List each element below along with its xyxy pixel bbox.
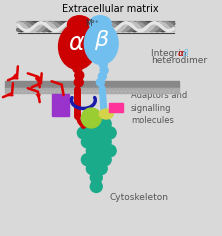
Circle shape <box>100 66 108 74</box>
Circle shape <box>90 154 102 166</box>
Circle shape <box>96 78 104 86</box>
Text: Cytoskeleton: Cytoskeleton <box>109 193 168 202</box>
Circle shape <box>86 163 98 175</box>
Circle shape <box>81 154 93 166</box>
Ellipse shape <box>99 109 113 119</box>
Text: heterodimer: heterodimer <box>151 56 207 65</box>
Circle shape <box>81 108 101 128</box>
Text: $\beta$: $\beta$ <box>182 47 189 60</box>
Circle shape <box>95 145 107 157</box>
Text: Extracellular matrix: Extracellular matrix <box>62 4 159 14</box>
Circle shape <box>73 64 82 73</box>
Circle shape <box>104 145 116 157</box>
Text: M²⁺: M²⁺ <box>85 19 99 28</box>
Text: Adaptors and
signalling
molecules: Adaptors and signalling molecules <box>131 91 187 125</box>
Circle shape <box>90 172 102 184</box>
Ellipse shape <box>67 16 91 34</box>
Circle shape <box>90 118 102 130</box>
Circle shape <box>75 71 84 80</box>
Circle shape <box>86 127 98 139</box>
Circle shape <box>81 136 93 148</box>
Ellipse shape <box>84 23 118 64</box>
Text: $\beta$: $\beta$ <box>94 28 110 52</box>
Circle shape <box>81 118 93 130</box>
Circle shape <box>74 78 83 87</box>
Text: $\alpha$: $\alpha$ <box>68 31 85 55</box>
Circle shape <box>90 181 102 192</box>
Circle shape <box>99 154 111 166</box>
Circle shape <box>98 72 106 80</box>
Circle shape <box>86 145 98 157</box>
Circle shape <box>95 127 107 139</box>
Bar <box>52 94 69 116</box>
Bar <box>109 103 123 112</box>
Text: $\alpha$: $\alpha$ <box>177 49 184 58</box>
Bar <box>5 88 179 93</box>
Bar <box>5 81 179 88</box>
Circle shape <box>99 136 111 148</box>
Circle shape <box>90 136 102 148</box>
Circle shape <box>95 163 107 175</box>
Text: Integrin: Integrin <box>151 49 189 58</box>
Circle shape <box>99 118 111 130</box>
Circle shape <box>77 127 89 139</box>
Ellipse shape <box>59 24 96 69</box>
Circle shape <box>104 127 116 139</box>
Circle shape <box>99 60 107 68</box>
Ellipse shape <box>89 16 111 32</box>
